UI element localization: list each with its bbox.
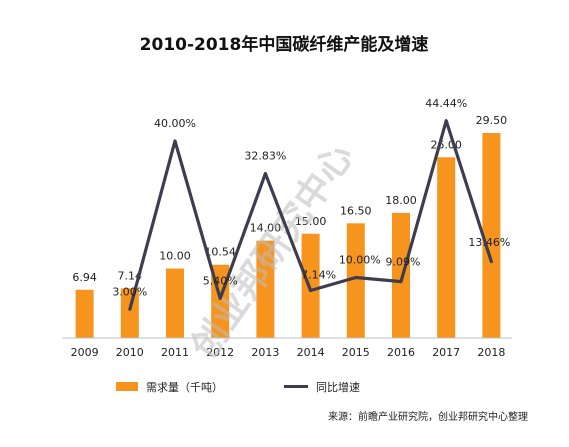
bar: [120, 288, 139, 338]
growth-point: [128, 307, 132, 311]
x-tick-label: 2011: [161, 346, 189, 359]
bar: [346, 223, 365, 338]
growth-point: [309, 289, 313, 293]
x-tick-label: 2012: [206, 346, 234, 359]
growth-point: [444, 119, 448, 123]
bar-value-label: 16.50: [340, 204, 372, 217]
bar-value-label: 18.00: [385, 194, 417, 207]
growth-point: [263, 172, 267, 176]
x-tick-label: 2016: [387, 346, 415, 359]
growth-value-label: 7.14%: [301, 269, 336, 282]
bar: [166, 268, 184, 338]
bar-value-label: 26.00: [430, 138, 462, 151]
x-tick-label: 2010: [116, 346, 144, 359]
bar-value-label: 7.14: [118, 269, 143, 282]
bar: [301, 233, 320, 338]
bar-data-labels: 6.94 7.14 10.00 10.54 14.00 15.00 16.50 18.00 26…: [72, 114, 507, 284]
bar-value-label: 10.54: [204, 246, 236, 259]
growth-value-label: 40.00%: [154, 117, 196, 130]
growth-point: [399, 280, 403, 284]
growth-value-label: 10.00%: [339, 254, 381, 267]
legend-label-growth: 同比增速: [316, 380, 360, 394]
legend-label-demand: 需求量（千吨）: [146, 381, 223, 394]
growth-point: [173, 139, 177, 143]
bar: [392, 212, 410, 338]
line-data-labels: 3.00% 40.00% 5.40% 32.83% 7.14%10.00% 9.09% 44…: [112, 97, 510, 299]
growth-value-label: 32.83%: [244, 150, 286, 163]
growth-point: [489, 260, 493, 264]
x-tick-label: 2017: [432, 346, 460, 359]
legend: 需求量（千吨） 同比增速: [116, 380, 360, 394]
bar-value-label: 15.00: [295, 215, 327, 228]
growth-value-label: 9.09%: [386, 256, 421, 269]
x-tick-label: 2015: [342, 346, 370, 359]
bar-value-label: 29.50: [476, 114, 508, 127]
x-tick-label: 2013: [251, 346, 279, 359]
chart-title: 2010-2018年中国碳纤维产能及增速: [140, 34, 429, 55]
bar: [75, 289, 94, 338]
bar: [482, 132, 501, 338]
growth-value-label: 13.46%: [468, 236, 510, 249]
bar-value-label: 14.00: [250, 222, 282, 235]
growth-value-label: 44.44%: [425, 97, 467, 110]
line-series: [128, 119, 493, 311]
x-tick-label: 2018: [477, 346, 505, 359]
x-tick-label: 2009: [71, 346, 99, 359]
bar: [437, 157, 456, 338]
x-axis-ticks: 2009 2010 2011 2012 2013 2014 2015 2016 2017 2018: [71, 346, 506, 359]
bar-value-label: 6.94: [72, 271, 97, 284]
growth-value-label: 3.00%: [112, 285, 147, 298]
growth-point: [354, 276, 358, 279]
x-tick-label: 2014: [297, 346, 325, 359]
bar-value-label: 10.00: [159, 250, 191, 263]
growth-value-label: 5.40%: [203, 274, 238, 287]
source-note: 来源：前瞻产业研究院，创业邦研究中心整理: [328, 410, 528, 423]
bar: [256, 240, 275, 338]
legend-swatch-demand: [116, 382, 138, 391]
growth-point: [218, 296, 222, 300]
